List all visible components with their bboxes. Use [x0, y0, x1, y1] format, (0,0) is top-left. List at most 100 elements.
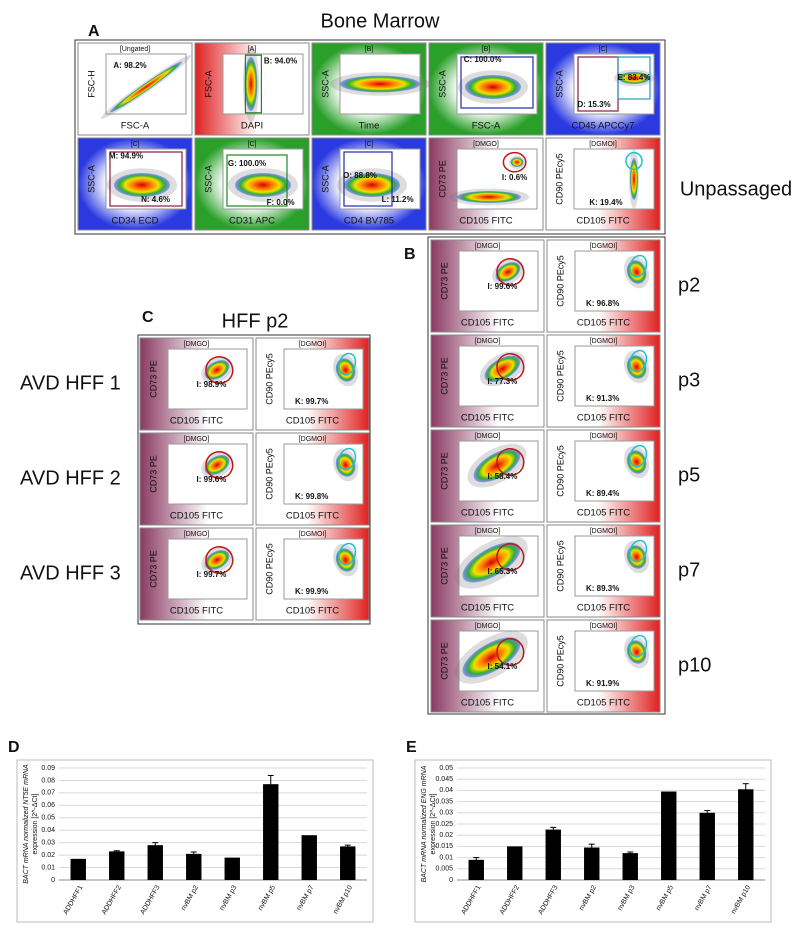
gate-label: I: 0.6%	[502, 173, 527, 182]
x-axis-label: CD105 FITC	[170, 416, 223, 427]
x-axis-label: CD105 FITC	[577, 318, 630, 329]
bar	[699, 812, 715, 880]
plot-header: [DGMOI]	[299, 436, 327, 443]
plot-header: [DMGO]	[473, 141, 499, 148]
y-tick-label: 0.04	[41, 827, 55, 834]
y-axis-label: CD90 PEcy5	[555, 350, 565, 402]
y-axis-title: BACT mRNA normalized NT5E mRNA	[23, 764, 30, 884]
y-axis-label: CD90 PEcy5	[555, 635, 565, 687]
gate-label: K: 91.9%	[586, 679, 619, 688]
plot-header: [DGMOI]	[590, 528, 618, 535]
x-axis-label: CD105 FITC	[461, 698, 514, 709]
density	[204, 550, 230, 570]
y-tick-label: 0.04	[439, 787, 453, 794]
plot-header: [DMGO]	[475, 623, 501, 630]
gate-label: O: 88.8%	[343, 171, 377, 180]
y-axis-label: CD90 PEcy5	[555, 255, 565, 307]
density	[340, 75, 420, 93]
bar	[224, 857, 240, 880]
x-axis-label: CD105 FITC	[577, 413, 630, 424]
density	[457, 191, 521, 203]
y-axis-label: SSC-A	[554, 70, 564, 98]
density	[204, 360, 230, 380]
y-axis-label: CD73 PE	[439, 357, 449, 395]
gate	[629, 349, 648, 373]
plot-header: [DMGO]	[475, 433, 501, 440]
gate	[496, 352, 525, 382]
plot-header: [DGMOI]	[590, 338, 618, 345]
plot-header: [B]	[365, 46, 374, 53]
gate	[496, 637, 525, 667]
plot-header: [A]	[248, 46, 257, 53]
y-axis-label: SSC-A	[203, 165, 213, 193]
y-axis-label: CD73 PE	[437, 160, 447, 198]
gate	[205, 545, 234, 575]
density	[335, 548, 356, 572]
x-axis-label: FSC-A	[121, 121, 150, 132]
x-axis-label: CD105 FITC	[170, 511, 223, 522]
plot-header: [DGMOI]	[589, 141, 617, 148]
bar	[584, 847, 600, 880]
density	[335, 453, 356, 477]
y-tick-label: 0.025	[435, 821, 453, 828]
y-axis-label: CD73 PE	[148, 360, 158, 398]
panel-title: Bone Marrow	[321, 10, 440, 32]
y-tick-label: 0.05	[439, 765, 453, 772]
gate-label: K: 89.4%	[586, 489, 619, 498]
plot-header: [DGMOI]	[590, 623, 618, 630]
density	[335, 358, 356, 382]
density	[626, 545, 647, 569]
x-axis-label: CD105 FITC	[577, 603, 630, 614]
y-axis-label: CD90 PEcy5	[264, 543, 274, 595]
density	[344, 173, 400, 197]
x-axis-label: CD34 ECD	[112, 216, 159, 227]
density	[618, 72, 650, 84]
gate-label: I: 98.9%	[197, 380, 227, 389]
gate-label: I: 99.7%	[197, 570, 227, 579]
bar	[70, 858, 86, 880]
density	[465, 75, 521, 99]
density	[626, 640, 647, 664]
plot-area	[458, 250, 539, 312]
bar	[738, 789, 754, 880]
row-label: p7	[678, 559, 700, 581]
gate-label: I: 77.3%	[488, 377, 518, 386]
y-axis-label: FSC-H	[86, 70, 96, 98]
x-axis-label: DAPI	[241, 121, 263, 132]
gate-label: K: 99.9%	[295, 587, 328, 596]
plot-header: [DGMOI]	[299, 531, 327, 538]
x-axis-label: FSC-A	[472, 121, 501, 132]
gate	[460, 56, 534, 109]
y-axis-label: CD73 PE	[439, 642, 449, 680]
plot-area	[573, 148, 655, 210]
gate	[343, 151, 393, 207]
bar	[468, 859, 484, 880]
panel-label: D	[8, 739, 20, 756]
y-axis-label: CD90 PEcy5	[554, 153, 564, 205]
density	[114, 173, 170, 197]
gate	[338, 447, 357, 471]
y-axis-label: CD73 PE	[148, 550, 158, 588]
panel-label: B	[404, 246, 416, 263]
gate-label: N: 4.6%	[141, 195, 170, 204]
row-label: AVD HFF 1	[20, 372, 121, 394]
gate-label: I: 99.6%	[488, 282, 518, 291]
plot-header: [C]	[248, 141, 257, 148]
plot-header: [Ungated]	[120, 46, 150, 53]
panel-label: E	[406, 739, 417, 756]
y-axis-label: CD90 PEcy5	[555, 540, 565, 592]
gate-label: F: 0.0%	[267, 198, 295, 207]
gate	[502, 151, 527, 173]
bar	[301, 835, 317, 880]
plot-header: [DMGO]	[184, 436, 210, 443]
row-label: AVD HFF 2	[20, 467, 121, 489]
y-axis-label: FSC-A	[203, 71, 213, 98]
gate	[496, 257, 525, 287]
plot-header: [DMGO]	[475, 338, 501, 345]
bar	[661, 791, 677, 880]
y-tick-label: 0.045	[435, 776, 453, 783]
gate	[496, 447, 525, 477]
bar	[340, 846, 356, 880]
plot-header: [DGMOI]	[590, 433, 618, 440]
